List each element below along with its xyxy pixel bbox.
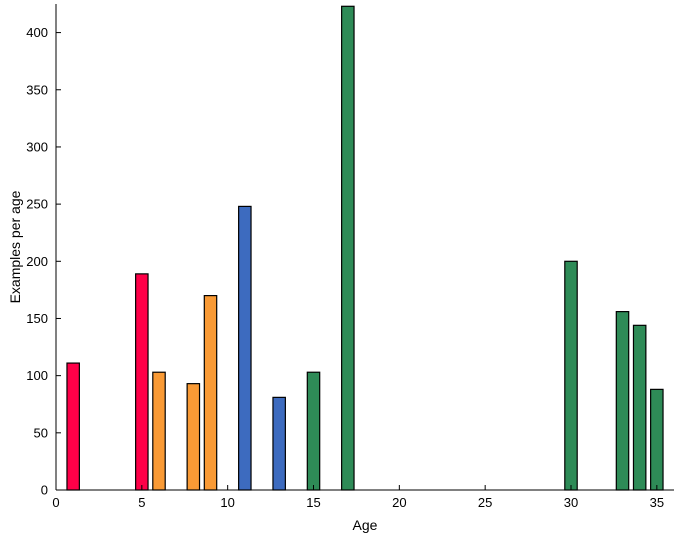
bar-age-6 <box>152 371 166 491</box>
x-tick-label: 5 <box>138 495 145 510</box>
bar-age-11 <box>238 205 252 491</box>
y-tick-label: 50 <box>34 425 48 440</box>
x-tick-label: 20 <box>392 495 406 510</box>
y-tick-label: 400 <box>26 25 48 40</box>
bar-age-13 <box>272 396 286 491</box>
y-axis-label: Examples per age <box>7 190 23 303</box>
bar-age-34 <box>632 324 647 491</box>
bar-age-35 <box>650 388 664 491</box>
x-axis-label: Age <box>353 517 378 533</box>
x-tick-label: 15 <box>306 495 320 510</box>
bar-age-33 <box>615 311 630 491</box>
bar-age-1 <box>66 362 80 491</box>
x-tick-label: 0 <box>52 495 59 510</box>
bars-group <box>66 5 664 491</box>
axes-group: 0 50 100 150 200 250 300 350 400 0 5 10 15 20 25 30 35 <box>26 4 674 510</box>
bar-age-17 <box>341 5 355 491</box>
bar-age-30 <box>564 260 578 491</box>
x-tick-label: 10 <box>220 495 234 510</box>
bar-age-9 <box>203 295 218 491</box>
y-tick-label: 150 <box>26 311 48 326</box>
bar-age-5 <box>135 273 149 491</box>
y-tick-label: 350 <box>26 82 48 97</box>
y-tick-label: 0 <box>41 483 48 498</box>
x-tick-label: 35 <box>650 495 664 510</box>
y-tick-label: 300 <box>26 139 48 154</box>
x-tick-label: 30 <box>564 495 578 510</box>
bar-age-8 <box>186 383 201 491</box>
y-tick-label: 200 <box>26 254 48 269</box>
y-tick-label: 250 <box>26 197 48 212</box>
y-tick-label: 100 <box>26 368 48 383</box>
x-tick-label: 25 <box>478 495 492 510</box>
bar-age-15 <box>306 371 321 491</box>
